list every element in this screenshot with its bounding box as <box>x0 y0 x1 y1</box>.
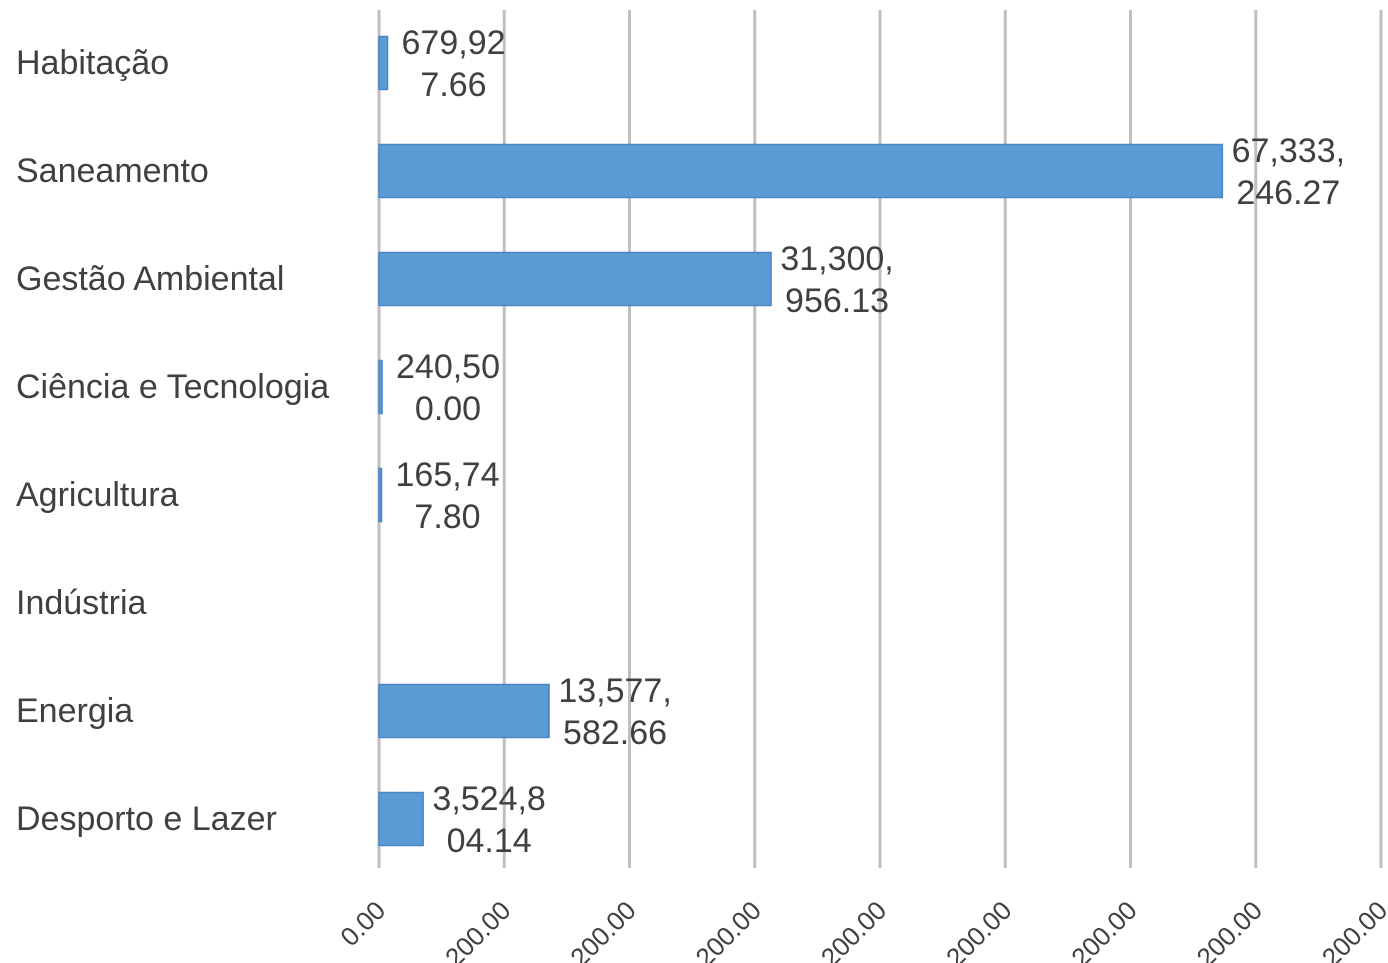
category-label: Saneamento <box>16 152 209 190</box>
category-label: Habitação <box>16 44 169 82</box>
category-labels: Habitação Saneamento Gestão Ambiental Ciênc… <box>16 44 329 838</box>
bar <box>378 359 383 415</box>
data-label: 165,74 7.80 <box>396 456 500 536</box>
x-tick-label: 200.00 <box>439 895 516 963</box>
x-tick-label: 200.00 <box>1191 895 1268 963</box>
data-label: 3,524,8 04.14 <box>432 780 545 860</box>
bars <box>378 35 1224 847</box>
bar <box>378 35 389 91</box>
x-tick-labels: 0.00 200.00 200.00 200.00 200.00 200.00 200.00… <box>334 895 1388 963</box>
x-tick-label: 200.00 <box>815 895 892 963</box>
data-label: 31,300, 956.13 <box>780 240 893 320</box>
bar <box>378 791 424 847</box>
data-label: 679,92 7.66 <box>402 24 506 104</box>
x-tick-label: 200.00 <box>1065 895 1142 963</box>
x-tick-label: 200.00 <box>564 895 641 963</box>
bar <box>378 467 383 523</box>
data-label: 240,50 0.00 <box>396 348 500 428</box>
category-label: Indústria <box>16 584 146 622</box>
category-label: Desporto e Lazer <box>16 800 277 838</box>
bar <box>378 683 550 739</box>
bar <box>378 143 1224 199</box>
x-tick-label: 200.00 <box>1316 895 1388 963</box>
category-label: Agricultura <box>16 476 179 514</box>
x-tick-label: 0.00 <box>334 895 391 952</box>
data-labels: 679,92 7.66 67,333, 246.27 31,300, 956.13 240,… <box>396 24 1346 860</box>
category-label: Energia <box>16 692 133 730</box>
x-tick-label: 200.00 <box>690 895 767 963</box>
category-label: Ciência e Tecnologia <box>16 368 329 406</box>
x-tick-label: 200.00 <box>940 895 1017 963</box>
category-label: Gestão Ambiental <box>16 260 284 298</box>
bar <box>378 251 772 307</box>
data-label: 13,577, 582.66 <box>558 672 671 752</box>
data-label: 67,333, 246.27 <box>1232 132 1345 212</box>
